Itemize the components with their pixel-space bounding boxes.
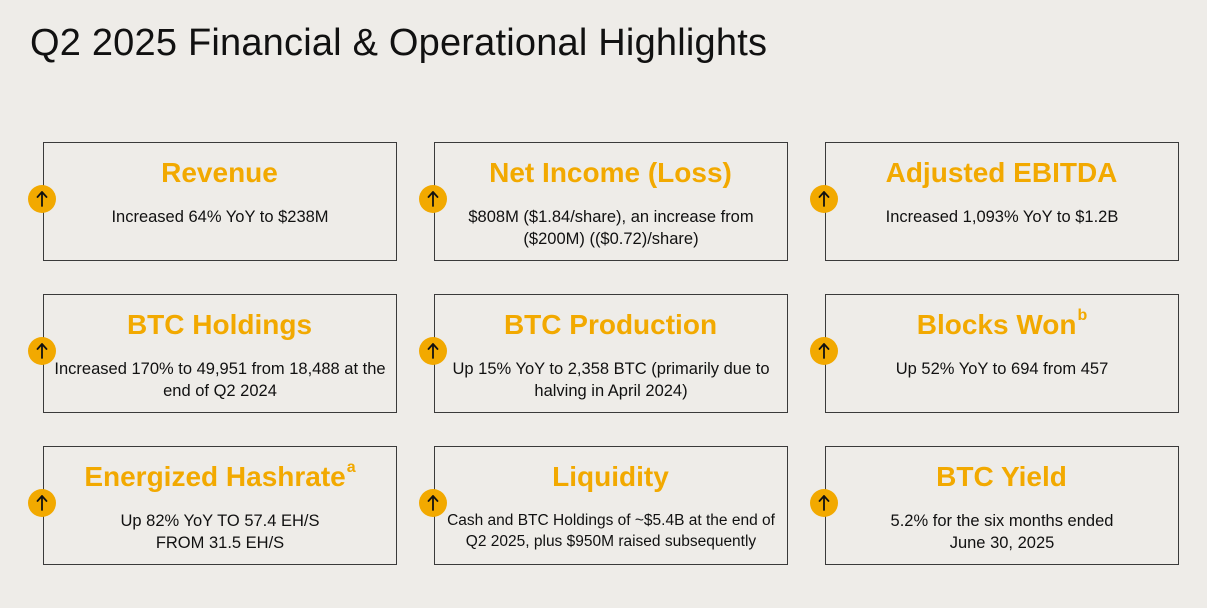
up-arrow-icon [810, 185, 838, 213]
card-description: $808M ($1.84/share), an increase from ($… [468, 208, 754, 248]
card-title: Liquidity [552, 461, 669, 492]
card-description: Up 15% YoY to 2,358 BTC (primarily due t… [452, 360, 770, 400]
card-description: Increased 64% YoY to $238M [111, 208, 329, 226]
footnote-marker: a [346, 458, 356, 476]
up-arrow-icon [419, 489, 447, 517]
card-description: Increased 170% to 49,951 from 18,488 at … [54, 360, 386, 400]
card-title: BTC Holdings [126, 309, 313, 340]
up-arrow-icon [810, 337, 838, 365]
card-description: 5.2% for the six months ended June 30, 2… [890, 512, 1114, 552]
highlight-card-btc-yield: BTC Yield 5.2% for the six months ended … [810, 446, 1179, 565]
highlight-card-revenue: Revenue Increased 64% YoY to $238M [28, 142, 397, 261]
highlight-card-adjusted-ebitda: Adjusted EBITDA Increased 1,093% YoY to … [810, 142, 1179, 261]
card-title: Net Income (Loss) [489, 157, 732, 188]
up-arrow-icon [810, 489, 838, 517]
highlight-card-btc-production: BTC Production Up 15% YoY to 2,358 BTC (… [419, 294, 788, 413]
page-title: Q2 2025 Financial & Operational Highligh… [30, 22, 768, 64]
up-arrow-icon [28, 185, 56, 213]
card-title: Adjusted EBITDA [885, 157, 1118, 188]
card-title: BTC Yield [936, 461, 1067, 492]
card-title: Blocks Wonb [916, 306, 1088, 340]
highlight-card-liquidity: Liquidity Cash and BTC Holdings of ~$5.4… [419, 446, 788, 565]
up-arrow-icon [419, 337, 447, 365]
card-description: Up 82% YoY TO 57.4 EH/S FROM 31.5 EH/S [120, 512, 320, 552]
highlight-card-btc-holdings: BTC Holdings Increased 170% to 49,951 fr… [28, 294, 397, 413]
card-description: Increased 1,093% YoY to $1.2B [885, 208, 1119, 226]
card-title: Revenue [161, 157, 278, 188]
up-arrow-icon [28, 489, 56, 517]
footnote-marker: b [1077, 306, 1088, 324]
highlight-card-blocks-won: Blocks Wonb Up 52% YoY to 694 from 457 [810, 294, 1179, 413]
card-title: BTC Production [503, 309, 718, 340]
up-arrow-icon [419, 185, 447, 213]
card-description: Up 52% YoY to 694 from 457 [895, 360, 1109, 378]
highlight-card-net-income: Net Income (Loss) $808M ($1.84/share), a… [419, 142, 788, 261]
card-description: Cash and BTC Holdings of ~$5.4B at the e… [447, 512, 775, 550]
up-arrow-icon [28, 337, 56, 365]
highlight-card-energized-hashrate: Energized Hashratea Up 82% YoY TO 57.4 E… [28, 446, 397, 565]
card-title: Energized Hashratea [84, 458, 356, 492]
